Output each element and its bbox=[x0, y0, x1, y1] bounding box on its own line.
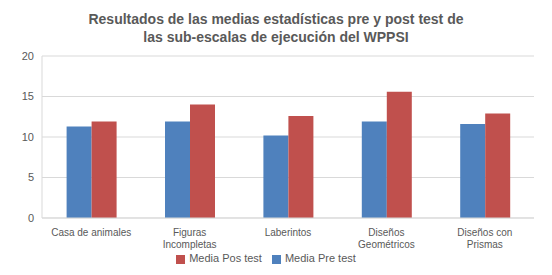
svg-text:15: 15 bbox=[22, 90, 34, 102]
svg-text:DiseñosGeométricos: DiseñosGeométricos bbox=[358, 227, 415, 250]
html-text:Resultados de las medias estad: Resultados de las medias estadísticas pr… bbox=[88, 11, 464, 27]
svg-text:Casa de animales: Casa de animales bbox=[51, 227, 131, 238]
svg-text:20: 20 bbox=[22, 50, 34, 62]
svg-text:Laberintos: Laberintos bbox=[265, 227, 312, 238]
svg-text:FigurasIncompletas: FigurasIncompletas bbox=[163, 227, 217, 250]
svg-text:5: 5 bbox=[28, 171, 34, 183]
svg-text:0: 0 bbox=[28, 212, 34, 224]
html-text:las sub-escalas de ejecución d: las sub-escalas de ejecución del WPPSI bbox=[143, 29, 409, 45]
html-text:Media Pre test: Media Pre test bbox=[284, 252, 356, 264]
svg-text:10: 10 bbox=[22, 131, 34, 143]
svg-text:Diseños conPrismas: Diseños conPrismas bbox=[457, 227, 512, 250]
html-text:Media Pos test: Media Pos test bbox=[189, 252, 262, 264]
